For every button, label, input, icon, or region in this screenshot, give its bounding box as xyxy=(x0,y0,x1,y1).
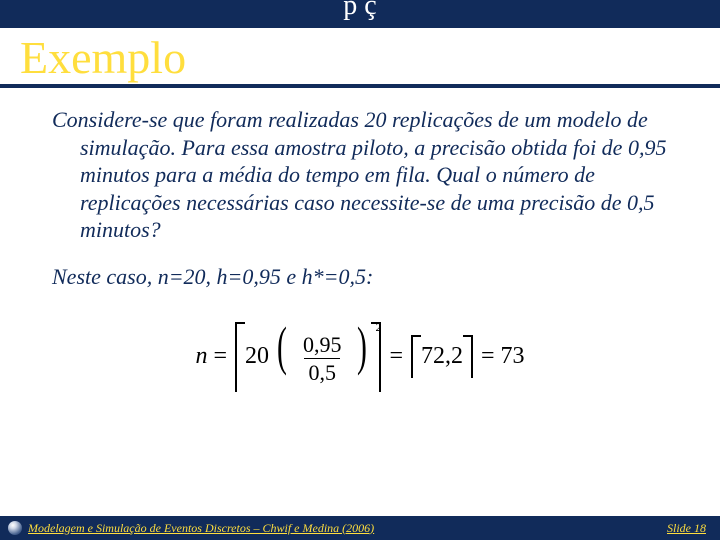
paren-close: ) xyxy=(358,330,368,362)
ceil-left: 20 ( 0,95 0,5 ) 2 xyxy=(235,322,381,392)
fraction: 0,95 0,5 xyxy=(299,333,346,384)
equals-2: = xyxy=(389,343,403,370)
footer-left: Modelagem e Simulação de Eventos Discret… xyxy=(8,521,374,536)
equals-1: = xyxy=(213,343,227,370)
title-block: Exemplo xyxy=(0,28,720,88)
fraction-denominator: 0,5 xyxy=(304,358,340,384)
slide-title: Exemplo xyxy=(20,34,700,84)
formula: n = 20 ( 0,95 0,5 ) 2 = xyxy=(195,322,524,392)
paragraph-problem: Considere-se que foram realizadas 20 rep… xyxy=(28,106,692,244)
footer-caption: Modelagem e Simulação de Eventos Discret… xyxy=(28,521,374,536)
formula-lhs: n xyxy=(195,343,207,370)
footer-bar: Modelagem e Simulação de Eventos Discret… xyxy=(0,516,720,540)
formula-mid: 72,2 xyxy=(421,343,463,370)
fraction-numerator: 0,95 xyxy=(299,333,346,358)
slide: p ç Exemplo Considere-se que foram reali… xyxy=(0,0,720,540)
formula-coef: 20 xyxy=(245,343,269,370)
paren-open: ( xyxy=(277,330,287,362)
ceil-mid: 72,2 xyxy=(411,335,473,378)
equals-3: = xyxy=(481,343,495,370)
formula-wrap: n = 20 ( 0,95 0,5 ) 2 = xyxy=(28,322,692,392)
formula-rhs: 73 xyxy=(501,343,525,370)
top-cut-text: p ç xyxy=(343,0,376,22)
globe-icon xyxy=(8,521,22,535)
top-brand-strip: p ç xyxy=(0,0,720,28)
content-area: Considere-se que foram realizadas 20 rep… xyxy=(0,88,720,392)
paragraph-givens: Neste caso, n=20, h=0,95 e h*=0,5: xyxy=(28,264,692,290)
formula-exponent: 2 xyxy=(375,320,381,335)
footer-slide-number: Slide 18 xyxy=(667,521,706,536)
paren-group: ( 0,95 0,5 ) 2 xyxy=(273,330,371,384)
